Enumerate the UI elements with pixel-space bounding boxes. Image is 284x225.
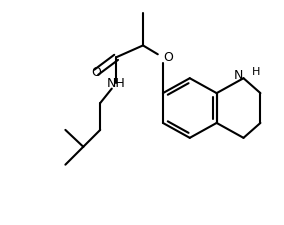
Text: O: O [91,66,101,79]
Text: N: N [234,69,243,82]
Text: H: H [251,67,260,77]
Text: O: O [163,51,173,64]
Text: NH: NH [107,77,126,90]
